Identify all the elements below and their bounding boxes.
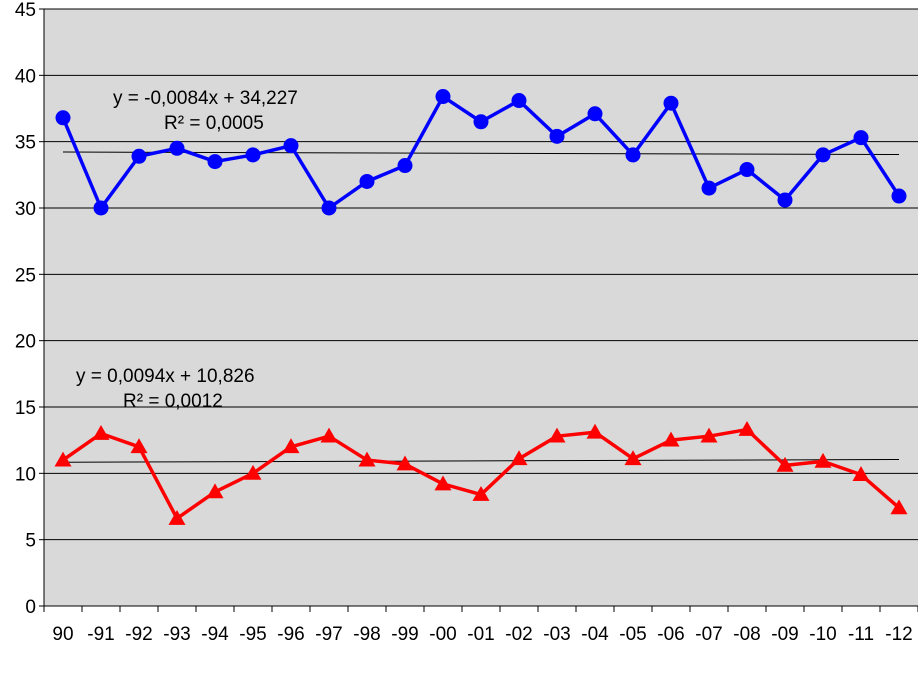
data-point: [321, 200, 337, 216]
data-point: [396, 455, 414, 471]
x-tick-label: 90: [52, 624, 73, 645]
data-point: [93, 200, 109, 216]
y-tick-label: 10: [15, 464, 36, 485]
y-tick-label: 5: [25, 531, 36, 552]
data-point: [624, 450, 642, 466]
data-point: [358, 451, 376, 467]
x-tick-label: -92: [125, 624, 152, 645]
data-point: [244, 464, 262, 480]
x-tick-label: -96: [277, 624, 304, 645]
data-point: [586, 423, 604, 439]
y-tick-label: 35: [15, 133, 36, 154]
data-point: [92, 425, 110, 440]
trendline: [62, 459, 900, 463]
data-point: [320, 427, 338, 443]
x-tick-label: -01: [467, 624, 494, 645]
trendline-r2-blue: R² = 0,0005: [164, 113, 264, 134]
data-point: [890, 499, 908, 515]
x-tick-label: -06: [657, 624, 684, 645]
data-point: [55, 110, 71, 126]
x-tick-label: -03: [543, 624, 570, 645]
data-point: [472, 486, 490, 501]
data-point: [511, 93, 527, 109]
data-point: [131, 148, 147, 164]
data-point: [738, 421, 756, 436]
data-point: [359, 173, 375, 189]
data-point: [662, 431, 680, 447]
x-tick-label: -97: [315, 624, 342, 645]
data-point: [434, 475, 452, 491]
x-tick-label: -10: [809, 624, 836, 645]
data-point: [853, 130, 869, 146]
x-tick-label: -02: [505, 624, 532, 645]
x-tick-label: -99: [391, 624, 418, 645]
data-point: [54, 451, 72, 467]
x-tick-label: -95: [239, 624, 266, 645]
data-point: [776, 456, 794, 472]
trendline-equation-blue: y = -0,0084x + 34,227: [113, 88, 298, 109]
y-tick-label: 20: [15, 332, 36, 353]
y-tick-label: 40: [15, 66, 36, 87]
data-point: [891, 188, 907, 204]
trendlines: [62, 151, 900, 463]
x-tick-label: -04: [581, 624, 609, 645]
trendline-r2-red: R² = 0,0012: [123, 391, 223, 412]
y-tick-label: 30: [15, 199, 36, 220]
x-tick-label: -05: [619, 624, 646, 645]
data-point: [549, 128, 565, 144]
data-series: [54, 89, 908, 525]
x-tick-label: -07: [695, 624, 722, 645]
data-point: [777, 192, 793, 208]
data-point: [815, 147, 831, 163]
x-tick-label: -09: [771, 624, 798, 645]
x-tick-label: -12: [885, 624, 912, 645]
data-point: [700, 427, 718, 443]
x-tick-label: -00: [429, 624, 456, 645]
trendline-annotations: y = -0,0084x + 34,227 R² = 0,0005 y = 0,…: [76, 88, 298, 412]
axes: 0 5 10 15 20 25 30 35 40 45 90 -91 -92 -93 -94 -95 -96 -9…: [15, 0, 918, 645]
trendline-equation-red: y = 0,0094x + 10,826: [76, 366, 255, 387]
data-point: [510, 450, 528, 466]
x-tick-label: -93: [163, 624, 190, 645]
data-point: [245, 147, 261, 163]
y-tick-label: 45: [15, 0, 36, 21]
data-point: [701, 180, 717, 196]
data-point: [587, 106, 603, 122]
data-point: [548, 427, 566, 443]
data-point: [168, 509, 186, 525]
data-point: [473, 114, 489, 130]
data-point: [739, 162, 755, 178]
data-point: [663, 95, 679, 111]
y-tick-label: 25: [15, 265, 36, 286]
data-point: [282, 438, 300, 454]
x-tick-label: -91: [87, 624, 114, 645]
y-tick-label: 0: [25, 597, 36, 618]
data-point: [206, 483, 224, 499]
trendline: [62, 151, 900, 155]
x-tick-label: -98: [353, 624, 380, 645]
x-tick-label: -94: [201, 624, 229, 645]
data-point: [625, 147, 641, 163]
data-point: [852, 466, 870, 482]
gridlines: [44, 8, 918, 541]
data-point: [169, 140, 185, 156]
x-tick-label: -08: [733, 624, 760, 645]
data-point: [397, 158, 413, 174]
x-tick-label: -11: [848, 624, 874, 645]
data-point: [814, 452, 832, 468]
y-tick-label: 15: [15, 398, 36, 419]
data-point: [435, 89, 451, 105]
data-point: [130, 438, 148, 454]
data-point: [283, 138, 299, 154]
plot-area: [44, 9, 918, 606]
data-point: [207, 154, 223, 170]
